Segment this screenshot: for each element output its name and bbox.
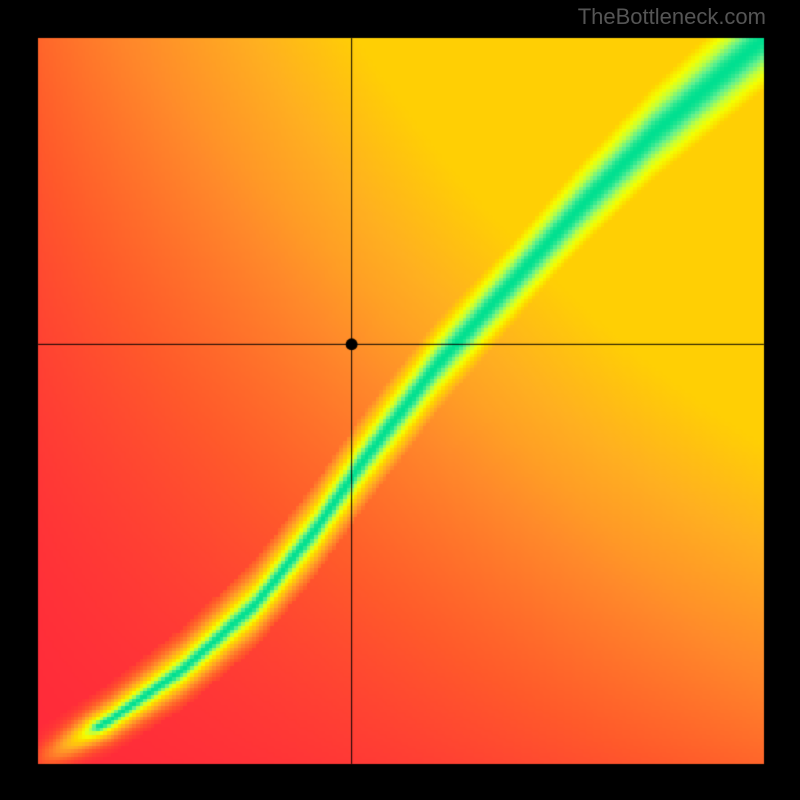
watermark-text: TheBottleneck.com bbox=[578, 4, 766, 30]
heatmap-canvas bbox=[0, 0, 800, 800]
chart-container: TheBottleneck.com bbox=[0, 0, 800, 800]
